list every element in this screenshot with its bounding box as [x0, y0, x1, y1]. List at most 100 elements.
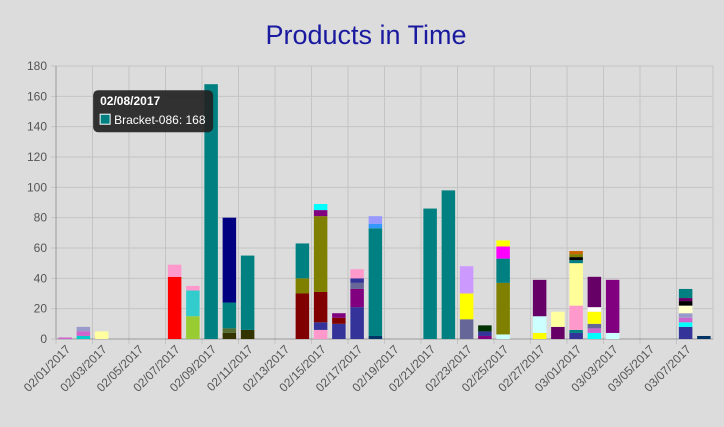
- bars: [58, 84, 711, 340]
- tooltip-label: Bracket-086: 168: [114, 113, 206, 127]
- y-axis: 0 20 40 60 80 100 120 140 160 180: [27, 59, 57, 346]
- bar-segment[interactable]: [368, 216, 383, 224]
- bar-segment[interactable]: [587, 276, 602, 308]
- bar-segment[interactable]: [678, 301, 693, 306]
- x-axis: 02/01/201702/03/201702/05/201702/07/2017…: [21, 338, 713, 395]
- bar-segment[interactable]: [678, 298, 693, 302]
- bar-segment[interactable]: [58, 337, 72, 339]
- bar-segment[interactable]: [313, 329, 328, 339]
- bar-segment[interactable]: [167, 264, 182, 277]
- bar-segment[interactable]: [532, 279, 547, 317]
- bar-segment[interactable]: [459, 319, 474, 339]
- grid: [51, 65, 714, 344]
- bar-segment[interactable]: [569, 254, 583, 258]
- bar-segment[interactable]: [587, 323, 602, 329]
- y-tick-label: 60: [34, 241, 48, 255]
- bar-segment[interactable]: [587, 311, 602, 324]
- bar-segment[interactable]: [240, 255, 255, 330]
- bar-segment[interactable]: [678, 322, 693, 327]
- bar-segment[interactable]: [496, 240, 510, 247]
- bar-segment[interactable]: [678, 326, 693, 339]
- bar-segment[interactable]: [222, 302, 237, 329]
- bar-segment[interactable]: [587, 307, 602, 312]
- bar-segment[interactable]: [532, 316, 547, 333]
- bar-segment[interactable]: [313, 216, 328, 292]
- bar-segment[interactable]: [222, 328, 237, 333]
- chart-title: Products in Time: [265, 20, 466, 50]
- bar-segment[interactable]: [569, 263, 583, 306]
- bar-segment[interactable]: [678, 288, 693, 299]
- bar-segment[interactable]: [332, 323, 346, 339]
- y-tick-label: 140: [27, 120, 47, 134]
- bar-segment[interactable]: [551, 311, 565, 327]
- bar-segment[interactable]: [569, 257, 583, 261]
- bar-segment[interactable]: [76, 331, 91, 336]
- bar-segment[interactable]: [350, 288, 364, 308]
- bar-segment[interactable]: [313, 322, 328, 330]
- bar-segment[interactable]: [350, 282, 364, 289]
- bar-segment[interactable]: [368, 335, 383, 339]
- bar-segment[interactable]: [295, 278, 310, 294]
- bar-segment[interactable]: [76, 326, 91, 332]
- bar-segment[interactable]: [222, 217, 237, 303]
- bar-segment[interactable]: [295, 243, 310, 279]
- bar-segment[interactable]: [186, 316, 200, 339]
- y-tick-label: 120: [27, 150, 47, 164]
- bar-segment[interactable]: [332, 313, 346, 318]
- bar-segment[interactable]: [204, 84, 218, 339]
- bar-segment[interactable]: [569, 260, 583, 264]
- bar-segment[interactable]: [222, 332, 237, 339]
- bar-segment[interactable]: [496, 258, 510, 283]
- y-tick-label: 180: [27, 59, 47, 73]
- bar-segment[interactable]: [569, 329, 583, 333]
- y-tick-label: 40: [34, 271, 48, 285]
- bar-segment[interactable]: [368, 223, 383, 229]
- y-tick-label: 100: [27, 180, 47, 194]
- bar-segment[interactable]: [605, 332, 620, 339]
- bar-segment[interactable]: [678, 313, 693, 318]
- y-tick-label: 160: [27, 89, 47, 103]
- bar-segment[interactable]: [313, 204, 328, 211]
- bar-segment[interactable]: [478, 325, 492, 332]
- bar-segment[interactable]: [240, 329, 255, 339]
- bar-segment[interactable]: [496, 246, 510, 259]
- bar-segment[interactable]: [94, 331, 109, 339]
- bar-segment[interactable]: [697, 335, 711, 339]
- bar-segment[interactable]: [313, 210, 328, 217]
- bar-segment[interactable]: [569, 251, 583, 255]
- bar-segment[interactable]: [569, 332, 583, 339]
- bar-segment[interactable]: [605, 279, 620, 333]
- tooltip-swatch: [99, 113, 111, 125]
- bar-segment[interactable]: [459, 293, 474, 320]
- bar-segment[interactable]: [313, 291, 328, 323]
- bar-segment[interactable]: [532, 332, 547, 339]
- bar-segment[interactable]: [678, 305, 693, 314]
- bar-segment[interactable]: [368, 228, 383, 336]
- bar-segment[interactable]: [350, 307, 364, 339]
- bar-segment[interactable]: [76, 335, 91, 339]
- bar-segment[interactable]: [496, 282, 510, 335]
- bar-segment[interactable]: [350, 269, 364, 279]
- bar-segment[interactable]: [167, 276, 182, 339]
- bar-segment[interactable]: [496, 334, 510, 339]
- tooltip: 02/08/2017 Bracket-086: 168: [93, 90, 214, 133]
- bar-segment[interactable]: [186, 285, 200, 291]
- bar-segment[interactable]: [350, 278, 364, 283]
- bar-segment[interactable]: [332, 317, 346, 324]
- y-tick-label: 80: [34, 211, 48, 225]
- bar-segment[interactable]: [459, 266, 474, 294]
- bar-segment[interactable]: [441, 190, 456, 339]
- bar-segment[interactable]: [678, 317, 693, 323]
- tooltip-background: [93, 90, 214, 133]
- bar-segment[interactable]: [295, 293, 310, 340]
- bar-segment[interactable]: [186, 290, 200, 317]
- bar-segment[interactable]: [478, 335, 492, 339]
- bar-segment[interactable]: [569, 305, 583, 330]
- bar-segment[interactable]: [551, 326, 565, 339]
- bar-segment[interactable]: [423, 208, 437, 339]
- bar-segment[interactable]: [587, 328, 602, 333]
- bar-segment[interactable]: [587, 332, 602, 339]
- bar-segment[interactable]: [478, 331, 492, 336]
